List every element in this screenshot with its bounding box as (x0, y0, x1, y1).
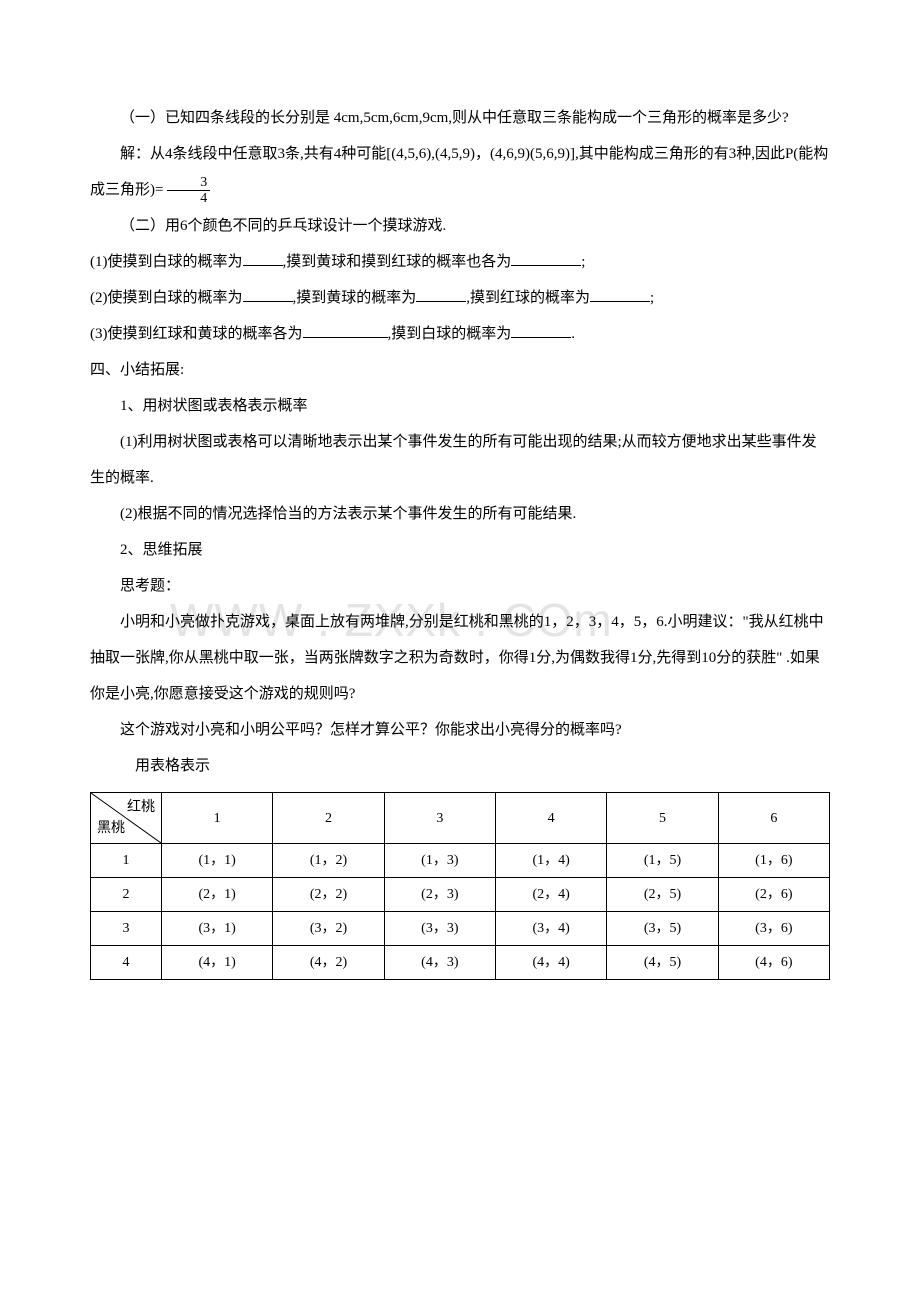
table-cell: (2，3) (384, 878, 495, 912)
q1-text-c: ; (581, 254, 585, 270)
table-cell: (4，5) (607, 946, 718, 980)
table-cell: (2，5) (607, 878, 718, 912)
q3-text-b: ,摸到白球的概率为 (388, 326, 512, 342)
table-cell: (3，2) (273, 912, 384, 946)
blank (243, 252, 283, 267)
blank (511, 324, 571, 339)
blank (590, 288, 650, 303)
table-cell: (1，1) (162, 844, 273, 878)
table-caption: 用表格表示 (90, 748, 830, 784)
table-cell: (4，4) (495, 946, 606, 980)
q2-text-b: ,摸到黄球的概率为 (293, 290, 417, 306)
table-cell: (2，6) (718, 878, 829, 912)
blank (303, 324, 388, 339)
table-cell: (4，3) (384, 946, 495, 980)
section-4-1a: (1)利用树状图或表格可以清晰地表示出某个事件发生的所有可能出现的结果;从而较方… (90, 424, 830, 496)
row-header: 1 (91, 844, 162, 878)
table-cell: (2，4) (495, 878, 606, 912)
table-cell: (1，2) (273, 844, 384, 878)
problem-3-q: 这个游戏对小亮和小明公平吗？怎样才算公平？你能求出小亮得分的概率吗? (90, 712, 830, 748)
table-cell: (4，1) (162, 946, 273, 980)
table-cell: (1，5) (607, 844, 718, 878)
table-row: 3 (3，1) (3，2) (3，3) (3，4) (3，5) (3，6) (91, 912, 830, 946)
fraction-den: 4 (167, 191, 210, 206)
section-4-2-title: 思考题： (90, 568, 830, 604)
problem-2-title: （二）用6个颜色不同的乒乓球设计一个摸球游戏. (90, 208, 830, 244)
blank (511, 252, 581, 267)
blank (243, 288, 293, 303)
table-row: 4 (4，1) (4，2) (4，3) (4，4) (4，5) (4，6) (91, 946, 830, 980)
fraction-num: 3 (167, 175, 210, 191)
table-cell: (3，5) (607, 912, 718, 946)
row-header: 2 (91, 878, 162, 912)
table-cell: (2，2) (273, 878, 384, 912)
section-4-1: 1、用树状图或表格表示概率 (90, 388, 830, 424)
diag-bot-label: 黑桃 (97, 818, 125, 839)
table-row: 1 (1，1) (1，2) (1，3) (1，4) (1，5) (1，6) (91, 844, 830, 878)
col-header: 3 (384, 793, 495, 844)
table-row: 2 (2，1) (2，2) (2，3) (2，4) (2，5) (2，6) (91, 878, 830, 912)
problem-2-q3: (3)使摸到红球和黄球的概率各为 ,摸到白球的概率为. (90, 316, 830, 352)
q1-text-a: (1)使摸到白球的概率为 (90, 254, 243, 270)
q3-text-a: (3)使摸到红球和黄球的概率各为 (90, 326, 303, 342)
q3-text-c: . (571, 326, 575, 342)
row-header: 4 (91, 946, 162, 980)
problem-3: 小明和小亮做扑克游戏，桌面上放有两堆牌,分别是红桃和黑桃的1，2，3，4，5，6… (90, 604, 830, 712)
col-header: 5 (607, 793, 718, 844)
table-cell: (4，2) (273, 946, 384, 980)
q2-text-c: ,摸到红球的概率为 (466, 290, 590, 306)
section-4-1b: (2)根据不同的情况选择恰当的方法表示某个事件发生的所有可能结果. (90, 496, 830, 532)
col-header: 1 (162, 793, 273, 844)
table-cell: (3，4) (495, 912, 606, 946)
table-header-row: 红桃 黑桃 1 2 3 4 5 6 (91, 793, 830, 844)
col-header: 4 (495, 793, 606, 844)
problem-2-q1: (1)使摸到白球的概率为 ,摸到黄球和摸到红球的概率也各为; (90, 244, 830, 280)
blank (416, 288, 466, 303)
col-header: 6 (718, 793, 829, 844)
problem-2-q2: (2)使摸到白球的概率为 ,摸到黄球的概率为 ,摸到红球的概率为; (90, 280, 830, 316)
diagonal-header: 红桃 黑桃 (91, 793, 162, 844)
diag-top-label: 红桃 (127, 797, 155, 818)
q1-text-b: ,摸到黄球和摸到红球的概率也各为 (283, 254, 512, 270)
table-cell: (2，1) (162, 878, 273, 912)
outcome-table: 红桃 黑桃 1 2 3 4 5 6 1 (1，1) (1，2) (1，3) (1… (90, 792, 830, 980)
table-cell: (3，6) (718, 912, 829, 946)
q2-text-a: (2)使摸到白球的概率为 (90, 290, 243, 306)
table-cell: (3，3) (384, 912, 495, 946)
section-4-title: 四、小结拓展: (90, 352, 830, 388)
table-cell: (1，4) (495, 844, 606, 878)
table-cell: (1，6) (718, 844, 829, 878)
col-header: 2 (273, 793, 384, 844)
table-cell: (1，3) (384, 844, 495, 878)
problem-1: （一）已知四条线段的长分别是 4cm,5cm,6cm,9cm,则从中任意取三条能… (90, 100, 830, 136)
q2-text-d: ; (650, 290, 654, 306)
fraction: 3 4 (167, 175, 210, 207)
section-4-2: 2、思维拓展 (90, 532, 830, 568)
solution-1: 解：从4条线段中任意取3条,共有4种可能[(4,5,6),(4,5,9)，(4,… (90, 136, 830, 208)
row-header: 3 (91, 912, 162, 946)
table-cell: (4，6) (718, 946, 829, 980)
table-cell: (3，1) (162, 912, 273, 946)
